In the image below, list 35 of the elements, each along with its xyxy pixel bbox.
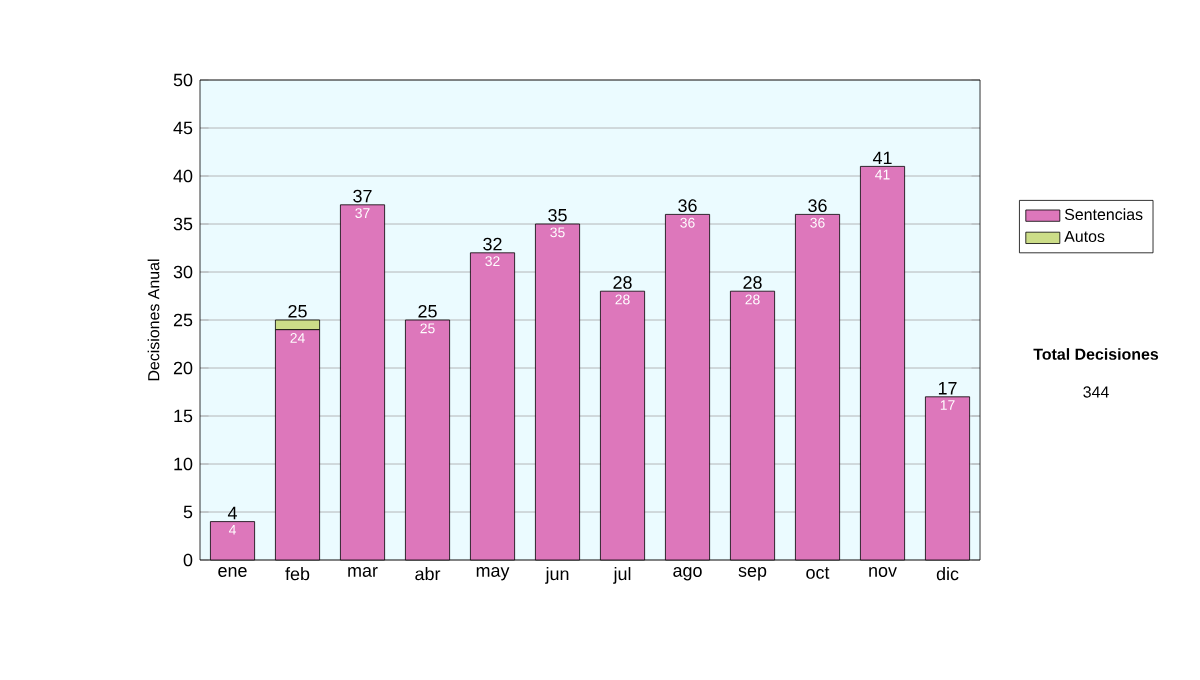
x-tick-label: feb — [285, 567, 310, 581]
total-label: 4 — [227, 506, 237, 520]
total-label: 35 — [548, 208, 567, 222]
x-tick-label: oct — [806, 567, 830, 579]
total-label: 41 — [872, 151, 892, 165]
y-tick-label: 35 — [173, 217, 193, 231]
y-tick-label: 40 — [173, 169, 193, 183]
x-tick-label: jul — [613, 567, 631, 584]
x-tick-label: ene — [218, 567, 247, 577]
y-tick-label: 15 — [174, 409, 193, 423]
y-tick-label: 10 — [174, 457, 193, 471]
total-label: 36 — [808, 199, 827, 213]
x-tick-label: abr — [415, 567, 441, 581]
x-tick-label: jun — [545, 567, 569, 584]
y-tick-label: 30 — [173, 265, 193, 279]
total-label: 36 — [678, 199, 697, 213]
total-label: 25 — [288, 304, 307, 318]
y-tick-label: 0 — [183, 553, 193, 567]
y-tick-label: 20 — [173, 361, 193, 375]
y-tick-label: 50 — [173, 73, 193, 87]
x-tick-label: ago — [673, 567, 702, 581]
x-tick-label: may — [476, 567, 510, 581]
total-label: 28 — [613, 276, 632, 289]
y-tick-label: 45 — [173, 121, 193, 135]
x-tick-label: nov — [869, 567, 897, 577]
total-label: 37 — [353, 189, 372, 203]
x-tick-label: mar — [348, 567, 378, 577]
y-tick-label: 25 — [173, 313, 193, 327]
total-label: 28 — [743, 276, 762, 289]
x-tick-label: dic — [936, 567, 959, 581]
total-label: 32 — [483, 237, 502, 251]
total-label: 25 — [418, 304, 437, 318]
total-label: 17 — [938, 382, 957, 395]
y-tick-label: 5 — [183, 505, 193, 519]
x-tick-label: sep — [738, 567, 767, 581]
